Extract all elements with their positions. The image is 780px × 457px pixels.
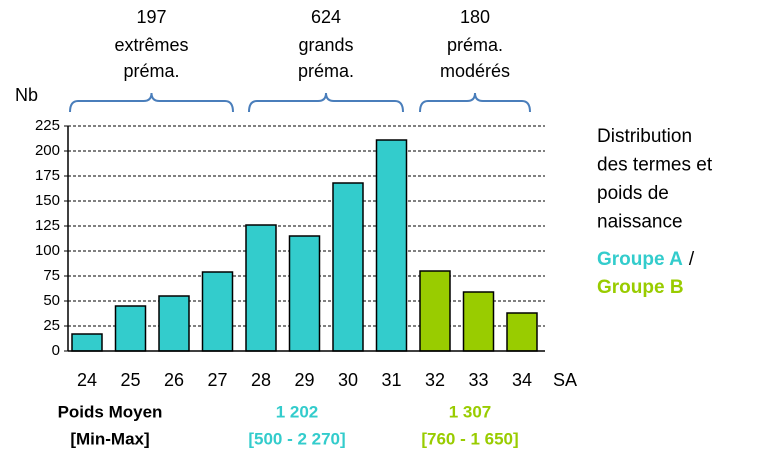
x-tick-label: 24 <box>77 370 97 390</box>
weight-range: [760 - 1 650] <box>421 429 518 448</box>
bar <box>332 182 364 352</box>
legend-entry: Groupe A <box>597 249 683 270</box>
bar <box>245 224 277 352</box>
group-label: préma. <box>298 61 354 81</box>
weights-label: Poids Moyen <box>58 402 163 421</box>
bracket <box>248 92 404 113</box>
bracket <box>419 92 531 113</box>
x-tick-label: 33 <box>468 370 488 390</box>
bar <box>114 305 147 352</box>
group-label: extrêmes <box>114 35 188 55</box>
y-tick-label: 100 <box>35 242 60 259</box>
y-tick-label: 125 <box>35 217 60 234</box>
group-label: préma. <box>123 61 179 81</box>
group-count: 197 <box>136 7 166 27</box>
x-tick-label: 27 <box>207 370 227 390</box>
x-tick-label: 26 <box>164 370 184 390</box>
x-tick-label: 34 <box>512 370 532 390</box>
y-tick-label: 200 <box>35 142 60 159</box>
legend-separator: / <box>689 249 695 270</box>
y-tick-label: 225 <box>35 117 60 134</box>
weight-range: [500 - 2 270] <box>248 429 345 448</box>
legend-entry: Groupe B <box>597 277 684 298</box>
bar <box>158 295 190 352</box>
y-tick-label: 175 <box>35 167 60 184</box>
group-label: modérés <box>440 61 510 81</box>
weight-mean: 1 307 <box>449 402 492 421</box>
x-tick-label: 32 <box>425 370 445 390</box>
weight-mean: 1 202 <box>276 402 319 421</box>
group-count: 180 <box>460 7 490 27</box>
bar <box>419 270 451 352</box>
bar <box>462 291 495 352</box>
bar <box>288 235 321 352</box>
side-text: des termes et <box>597 155 713 176</box>
x-tick-label: 29 <box>294 370 314 390</box>
y-tick-label: 75 <box>43 267 60 284</box>
bar <box>506 312 538 352</box>
bar <box>201 271 234 352</box>
side-text: poids de <box>597 183 669 204</box>
y-tick-label: 0 <box>52 342 60 359</box>
group-label: grands <box>298 35 353 55</box>
weights-label: [Min-Max] <box>70 429 149 448</box>
y-tick-label: 50 <box>43 292 60 309</box>
x-tick-label: 30 <box>338 370 358 390</box>
x-tick-label: 31 <box>381 370 401 390</box>
bar <box>71 333 103 352</box>
side-text: naissance <box>597 212 683 233</box>
group-label: préma. <box>447 35 503 55</box>
bracket <box>69 92 234 113</box>
x-tick-label: 28 <box>251 370 271 390</box>
group-count: 624 <box>311 7 341 27</box>
x-tick-label: 25 <box>120 370 140 390</box>
x-axis-label: SA <box>553 370 577 390</box>
y-tick-label: 150 <box>35 192 60 209</box>
y-axis-label: Nb <box>15 85 38 105</box>
side-text: Distribution <box>597 126 692 147</box>
y-tick-label: 25 <box>43 317 60 334</box>
bar <box>375 139 408 352</box>
